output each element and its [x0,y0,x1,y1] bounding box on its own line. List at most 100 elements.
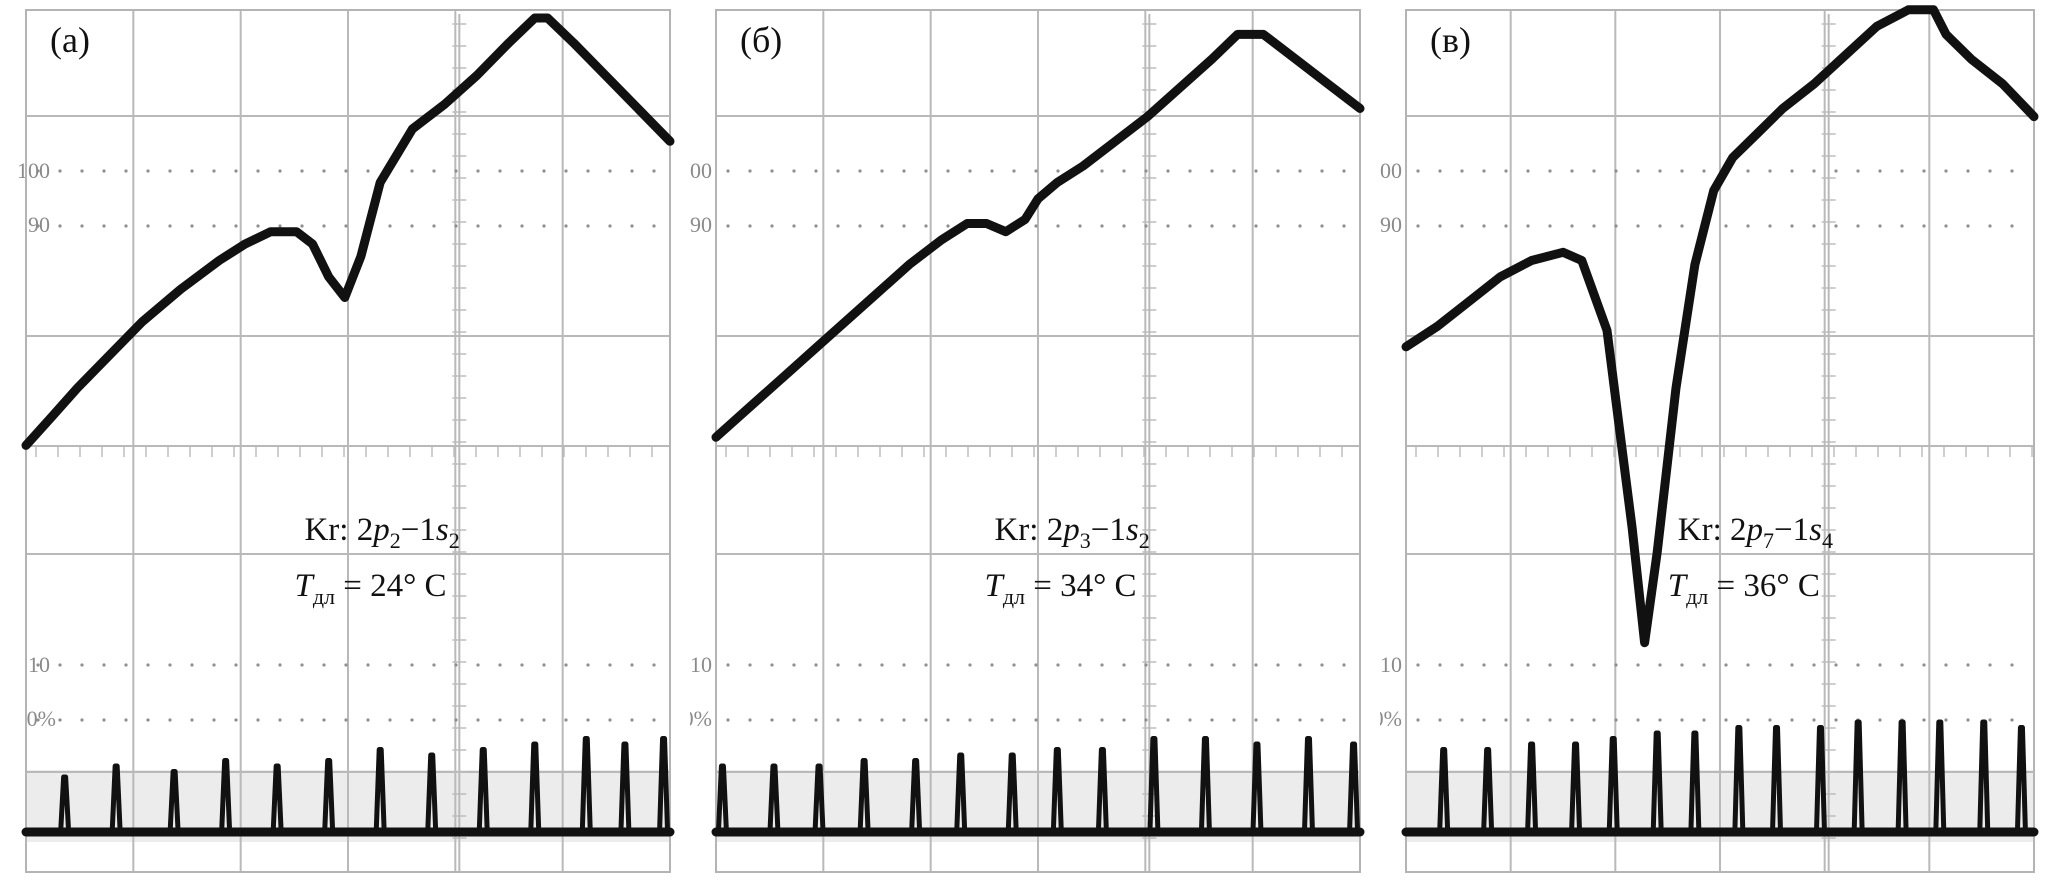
reference-dot [858,663,862,667]
reference-dot [770,169,774,173]
reference-dot [36,663,40,667]
reference-dot [792,663,796,667]
reference-dot [454,169,458,173]
annotation-temperature: Tдл = 34° C [984,568,1136,609]
reference-dot [814,169,818,173]
reference-dot [564,718,568,722]
reference-dot [1166,224,1170,228]
reference-dot [1122,718,1126,722]
reference-dot [1988,663,1992,667]
reference-dot [1592,224,1596,228]
reference-dot [1570,169,1574,173]
reference-dot [36,718,40,722]
reference-dot [1570,718,1574,722]
y-tick-label: 10 [690,652,712,677]
reference-dot [1856,663,1860,667]
reference-dot [1122,663,1126,667]
reference-dot [300,224,304,228]
reference-dot [1988,169,1992,173]
reference-dot [1966,169,1970,173]
reference-dot [1100,169,1104,173]
reference-dot [1320,169,1324,173]
reference-dot [586,718,590,722]
reference-dot [168,663,172,667]
reference-dot [814,224,818,228]
reference-dot [1504,718,1508,722]
reference-dot [256,663,260,667]
reference-dot [1320,663,1324,667]
reference-dot [234,718,238,722]
reference-dot [1438,169,1442,173]
reference-dot [1342,663,1346,667]
reference-dot [1232,169,1236,173]
reference-dot [924,224,928,228]
reference-dot [432,663,436,667]
reference-dot [498,224,502,228]
reference-dot [1878,224,1882,228]
reference-dot [1166,169,1170,173]
reference-dot [858,169,862,173]
reference-dot [1900,224,1904,228]
reference-dot [1416,718,1420,722]
reference-dot [608,169,612,173]
reference-dot [1812,718,1816,722]
reference-dot [476,718,480,722]
y-tick-label: 100 [1380,158,1402,183]
reference-dot [652,169,656,173]
reference-dot [102,718,106,722]
reference-dot [366,718,370,722]
reference-dot [212,718,216,722]
reference-dot [630,718,634,722]
reference-dot [344,718,348,722]
reference-dot [1966,224,1970,228]
reference-dot [1482,224,1486,228]
reference-dot [190,169,194,173]
reference-dot [1034,663,1038,667]
reference-dot [924,718,928,722]
reference-dot [1702,718,1706,722]
reference-dot [1570,224,1574,228]
reference-dot [1592,169,1596,173]
reference-dot [1254,224,1258,228]
reference-dot [278,169,282,173]
reference-dot [80,169,84,173]
reference-dot [652,663,656,667]
reference-dot [1342,169,1346,173]
reference-dot [432,169,436,173]
reference-dot [322,224,326,228]
reference-dot [836,718,840,722]
reference-dot [36,224,40,228]
reference-dot [968,718,972,722]
reference-dot [946,663,950,667]
reference-dot [1012,718,1016,722]
reference-dot [410,663,414,667]
reference-dot [1504,224,1508,228]
reference-dot [1438,663,1442,667]
reference-dot [1210,663,1214,667]
reference-dot [1100,663,1104,667]
reference-dot [1416,169,1420,173]
reference-dot [946,224,950,228]
reference-dot [476,169,480,173]
annotation-transition: Kr: 2p7−1s4 [1678,512,1833,553]
reference-dot [1342,718,1346,722]
reference-dot [1834,718,1838,722]
reference-dot [726,718,730,722]
panel-b: 100 90 10 0% (б) Kr: 2p3−1s2 Tдл = 34° C [690,9,1365,873]
reference-dot [990,663,994,667]
reference-dot [1276,224,1280,228]
reference-dot [498,663,502,667]
reference-dot [1526,663,1530,667]
reference-dot [1254,663,1258,667]
reference-dot [146,718,150,722]
y-tick-label: 90 [28,212,50,237]
reference-dot [1724,718,1728,722]
reference-dot [168,224,172,228]
reference-dot [520,169,524,173]
reference-dot [124,224,128,228]
reference-dot [454,224,458,228]
reference-dot [630,224,634,228]
reference-dot [1504,169,1508,173]
reference-dot [1298,224,1302,228]
